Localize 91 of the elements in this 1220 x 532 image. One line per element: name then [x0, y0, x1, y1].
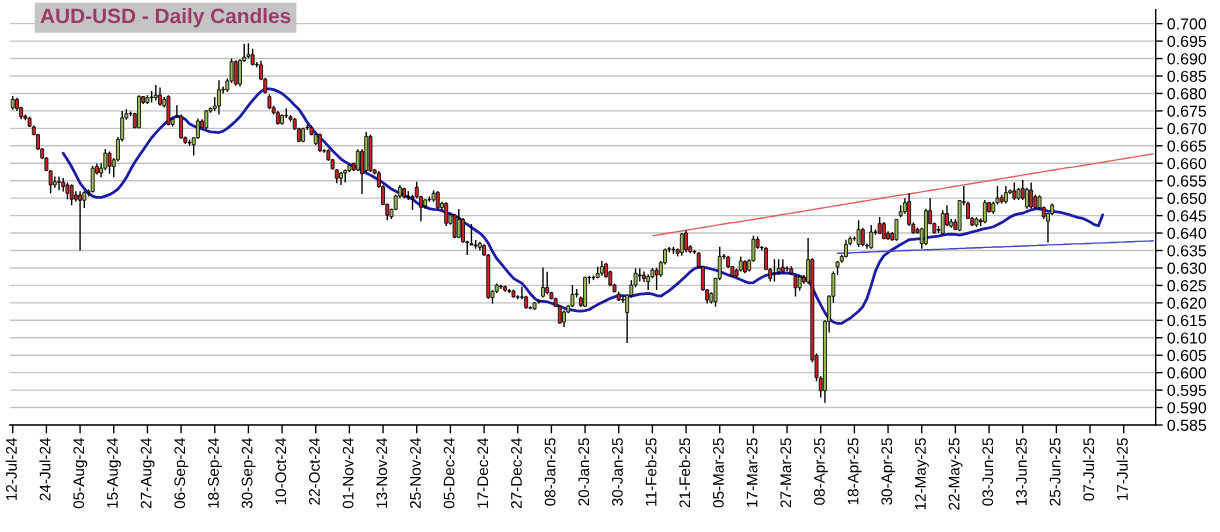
- y-tick-label: 0.685: [1167, 70, 1207, 82]
- x-tick-label: 22-Oct-24: [309, 437, 320, 505]
- candlestick: [545, 271, 550, 295]
- y-tick-label: 0.585: [1167, 419, 1207, 431]
- candlestick: [57, 175, 61, 191]
- y-tick-label: 0.660: [1167, 157, 1207, 170]
- candlestick: [780, 258, 785, 274]
- y-tick-label: 0.635: [1167, 245, 1207, 257]
- x-tick-label: 05-Aug-24: [73, 437, 88, 509]
- candlestick: [541, 266, 545, 299]
- x-tick-label: 05-Dec-24: [443, 437, 455, 509]
- x-tick-label: 27-Mar-25: [780, 438, 792, 508]
- x-tick-label: 24-Jul-24: [39, 437, 51, 501]
- x-tick-label: 18-Sep-24: [208, 437, 222, 508]
- x-tick-label: 30-Apr-25: [881, 438, 896, 505]
- line-series: [651, 153, 1154, 237]
- candlestick: [233, 59, 238, 87]
- x-tick-label: 27-Dec-24: [511, 437, 522, 509]
- candlestick: [217, 79, 221, 116]
- x-tick-label: 21-Feb-25: [678, 438, 691, 508]
- candlestick: [940, 209, 945, 236]
- x-tick-label: 10-Oct-24: [275, 437, 287, 505]
- x-tick-label: 17-Dec-24: [477, 437, 489, 508]
- x-tick-label: 15-Aug-24: [107, 437, 121, 508]
- x-tick-label: 13-Jun-25: [1016, 438, 1027, 506]
- x-tick-label: 27-Aug-24: [140, 437, 155, 509]
- candlestick: [1024, 186, 1029, 210]
- x-tick-label: 11-Feb-25: [645, 438, 657, 506]
- x-tick-label: 20-Jan-25: [578, 438, 590, 506]
- y-tick-label: 0.700: [1167, 18, 1207, 30]
- y-tick-label: 0.625: [1167, 280, 1207, 292]
- x-tick-label: 30-Sep-24: [241, 437, 256, 509]
- candlestick: [158, 86, 162, 107]
- x-tick-label: 17-Jul-25: [1116, 438, 1128, 501]
- y-tick-label: 0.595: [1167, 384, 1207, 397]
- x-tick-label: 13-Nov-24: [376, 437, 388, 508]
- x-tick-label: 22-May-25: [948, 438, 963, 510]
- y-tick-label: 0.600: [1167, 367, 1207, 379]
- x-tick-label: 25-Nov-24: [410, 437, 421, 509]
- candlestick: [860, 227, 865, 248]
- candlestick: [456, 208, 461, 239]
- candlestick: [69, 183, 74, 206]
- y-tick-label: 0.605: [1167, 349, 1207, 362]
- x-tick-label: 03-Jun-25: [982, 438, 994, 506]
- y-tick-label: 0.620: [1167, 297, 1207, 309]
- x-tick-label: 17-Mar-25: [746, 438, 758, 507]
- y-tick-label: 0.675: [1167, 105, 1207, 117]
- candlestick: [646, 273, 651, 291]
- candlestick: [107, 150, 112, 175]
- x-tick-label: 07-Jul-25: [1082, 438, 1095, 501]
- x-tick-label: 06-Sep-24: [174, 437, 189, 509]
- candlestick: [238, 58, 242, 88]
- candlestick: [793, 274, 798, 298]
- y-tick-label: 0.640: [1167, 227, 1207, 239]
- y-tick-label: 0.655: [1167, 175, 1207, 187]
- candlestick: [355, 148, 360, 172]
- candlestick: [204, 109, 209, 130]
- candlestick: [1029, 181, 1034, 210]
- y-tick-label: 0.590: [1167, 402, 1207, 414]
- x-tick-label: 01-Nov-24: [342, 437, 354, 509]
- x-tick-label: 18-Apr-25: [847, 438, 862, 505]
- y-tick-label: 0.630: [1167, 262, 1207, 274]
- y-tick-label: 0.615: [1167, 314, 1207, 327]
- candlestick: [772, 258, 777, 283]
- y-tick-label: 0.650: [1167, 192, 1207, 205]
- x-tick-label: 08-Jan-25: [544, 438, 556, 506]
- candlestick: [90, 165, 95, 194]
- chart-title: AUD-USD - Daily Candles: [40, 8, 291, 28]
- x-tick-label: 12-Jul-24: [5, 437, 17, 501]
- x-tick-label: 25-Jun-25: [1049, 438, 1061, 506]
- candlestick: [679, 232, 684, 257]
- candlestick: [894, 218, 899, 242]
- candlestick: [153, 84, 158, 102]
- y-tick-label: 0.695: [1167, 35, 1207, 48]
- y-tick-label: 0.670: [1167, 122, 1207, 135]
- x-tick-label: 30-Jan-25: [612, 438, 623, 506]
- candlestick: [461, 217, 465, 244]
- candlestick: [785, 265, 789, 273]
- x-tick-label: 12-May-25: [915, 438, 929, 510]
- candlestick: [856, 219, 861, 248]
- line-series: [61, 87, 1105, 325]
- x-tick-label: 05-Mar-25: [713, 438, 724, 508]
- y-tick-label: 0.645: [1167, 210, 1207, 222]
- y-tick-label: 0.680: [1167, 88, 1207, 100]
- x-tick-label: 08-Apr-25: [814, 438, 828, 505]
- y-tick-label: 0.610: [1167, 332, 1207, 344]
- y-tick-label: 0.690: [1167, 53, 1207, 65]
- y-tick-label: 0.665: [1167, 140, 1207, 152]
- candlestick: [869, 224, 874, 250]
- candlestick: [684, 229, 688, 253]
- candlestick: [444, 201, 449, 227]
